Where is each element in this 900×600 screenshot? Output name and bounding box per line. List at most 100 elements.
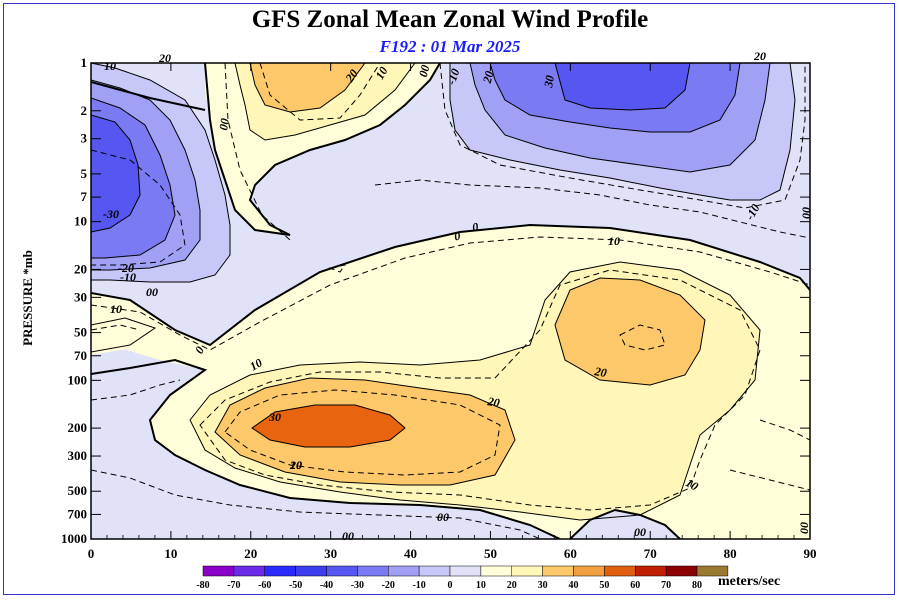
contour-label: 10: [110, 302, 122, 316]
colorbar-swatch: [665, 565, 698, 577]
colorbar-level-label: 80: [692, 580, 702, 591]
contour-label: 20: [486, 394, 501, 410]
x-tick-label: 0: [88, 546, 95, 561]
contour-label: 00: [342, 529, 354, 543]
contour-zero-main: [91, 223, 810, 347]
field-band-30: [252, 405, 405, 447]
figure-frame: [3, 3, 895, 595]
colorbar-level-label: -20: [382, 580, 395, 591]
contour-label: -30: [103, 207, 119, 221]
colorbar-level-label: 10: [476, 580, 486, 591]
contour-zero-upper-left: [91, 81, 206, 111]
dashed-contour-10: [759, 419, 810, 441]
colorbar-level-label: -10: [412, 580, 425, 591]
y-tick-label: 1000: [61, 531, 87, 546]
colorbar-swatch: [357, 565, 389, 577]
colorbar-swatch: [449, 565, 482, 577]
dashed-contour-13: [224, 63, 291, 241]
dashed-contour-1: [91, 236, 810, 351]
dashed-contour-2: [199, 269, 761, 511]
colorbar-level-label: 60: [630, 580, 640, 591]
x-axis-ticks: 0 10 20 30 40 50 60 70 80 90: [88, 63, 817, 561]
colorbar-swatch: [202, 565, 235, 577]
y-tick-label: 100: [68, 372, 88, 387]
colorbar-level-label: 50: [599, 580, 609, 591]
x-tick-label: 50: [484, 546, 497, 561]
colorbar-level-label: 70: [661, 580, 671, 591]
colorbar-level-label: 0: [448, 580, 453, 591]
y-tick-label: 70: [74, 348, 87, 363]
y-tick-label: 300: [68, 448, 88, 463]
dashed-contour-14: [259, 63, 381, 121]
contour-lines: [91, 63, 810, 539]
colorbar-swatch: [696, 565, 729, 577]
colorbar-swatch: [295, 565, 327, 577]
contour-label: 10: [104, 59, 116, 73]
dashed-contour-5: [91, 149, 186, 266]
contour-label: -10: [120, 270, 136, 284]
dashed-contour-11: [729, 469, 810, 491]
contour-neg20-nw: [91, 79, 201, 271]
contour-label: 10: [608, 234, 620, 248]
colorbar-unit-label: meters/sec: [718, 574, 780, 589]
colorbar-level-label: -50: [289, 580, 302, 591]
field-westerly-upper-20: [250, 63, 365, 112]
dashed-contour-15: [91, 324, 141, 331]
contour-zero-lower: [91, 358, 561, 539]
contour-label: 00: [634, 525, 646, 539]
contour-label: 00: [797, 522, 811, 534]
field-band-20-mid: [555, 278, 705, 385]
dashed-contour-9: [91, 469, 541, 539]
dashed-contour-8: [91, 379, 181, 401]
colorbar-level-label: -30: [351, 580, 364, 591]
y-tick-label: 2: [81, 103, 88, 118]
contour-neg40-ne: [554, 63, 691, 111]
dashed-contour-4: [619, 324, 666, 351]
dashed-contour-7: [439, 63, 806, 209]
x-tick-label: 40: [404, 546, 417, 561]
contour-neg30-ne: [489, 63, 741, 133]
contour-neg20-ne: [469, 63, 771, 173]
colorbar-swatch: [635, 565, 667, 577]
contour-neg30-nw: [91, 97, 176, 259]
contour-fields: [91, 63, 810, 539]
contour-label: 00: [416, 63, 433, 78]
colorbar-level-label: -70: [227, 580, 240, 591]
contour-20-upper: [249, 63, 366, 113]
colorbar-level-label: 40: [569, 580, 579, 591]
plot-border: [90, 62, 811, 540]
contour-label: 0: [471, 220, 479, 235]
y-tick-label: 50: [74, 325, 87, 340]
colorbar-swatch: [542, 565, 574, 577]
x-tick-label: 80: [724, 546, 737, 561]
y-tick-label: 200: [68, 420, 88, 435]
x-tick-label: 90: [804, 546, 817, 561]
contour-label: 20: [158, 51, 171, 65]
contour-label: 20: [480, 69, 497, 85]
y-tick-label: 30: [74, 289, 87, 304]
colorbar-swatch: [511, 565, 543, 577]
colorbar-level-label: -80: [196, 580, 209, 591]
contour-label: 20: [753, 49, 766, 63]
contour-label: 00: [146, 285, 158, 299]
colorbar-level-label: -60: [258, 580, 271, 591]
contour-label: -20: [118, 261, 134, 275]
colorbar-swatch: [573, 565, 605, 577]
colorbar-level-label: 20: [507, 580, 517, 591]
contour-10-left: [91, 317, 157, 353]
contour-label: 10: [290, 458, 302, 472]
contour-label: 30: [541, 74, 557, 89]
contour-neg40-nw: [91, 114, 141, 233]
contour-20-jet: [214, 377, 516, 486]
contour-10-jet: [189, 261, 761, 521]
field-easterly-ne-40: [555, 63, 690, 110]
contour-zero-se: [569, 508, 681, 539]
colorbar-swatch: [418, 565, 451, 577]
colorbar: -80 -70 -60 -50 -40 -30 -20 -10 0 10 20 30 40 50 60 70 8…: [196, 565, 780, 591]
contour-zero-upper: [204, 63, 441, 236]
contour-label: -10: [742, 202, 762, 223]
colorbar-swatch: [233, 565, 265, 577]
colorbar-swatch: [604, 565, 636, 577]
contour-label: 0: [453, 229, 461, 244]
colorbar-level-label: 30: [538, 580, 548, 591]
